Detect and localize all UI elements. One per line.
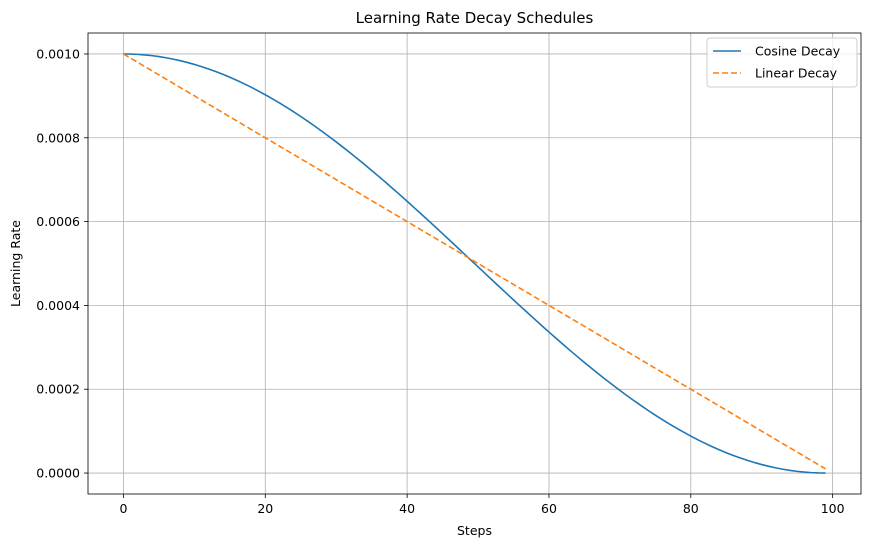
- y-tick-label: 0.0002: [36, 382, 80, 397]
- x-tick-label: 80: [683, 501, 699, 516]
- y-tick-label: 0.0008: [36, 130, 80, 145]
- y-tick-label: 0.0004: [36, 298, 80, 313]
- x-tick-label: 20: [257, 501, 273, 516]
- legend-box: [706, 37, 858, 88]
- series-line-cosine-decay: [123, 53, 826, 474]
- legend-label-cosine-decay: Cosine Decay: [755, 44, 841, 59]
- x-tick-label: 40: [399, 501, 415, 516]
- grid: [88, 33, 861, 494]
- chart-title: Learning Rate Decay Schedules: [356, 9, 594, 27]
- x-axis-label: Steps: [457, 523, 492, 538]
- legend-label-linear-decay: Linear Decay: [755, 66, 838, 81]
- y-axis-label: Learning Rate: [8, 220, 23, 307]
- plot-frame: [87, 32, 862, 495]
- y-tick-label: 0.0010: [36, 46, 80, 61]
- x-tick-label: 100: [821, 501, 845, 516]
- y-tick-label: 0.0006: [36, 214, 80, 229]
- x-tick-label: 60: [541, 501, 557, 516]
- axis-ticks: 0 20 40 60 80 100 0.0000 0.0002 0.0004 0.0006 0.00…: [36, 46, 844, 516]
- x-tick-label: 0: [119, 501, 127, 516]
- series-lines: [123, 53, 826, 474]
- series-line-linear-decay: [123, 53, 826, 470]
- y-tick-label: 0.0000: [36, 466, 80, 481]
- legend: Cosine Decay Linear Decay: [706, 37, 858, 88]
